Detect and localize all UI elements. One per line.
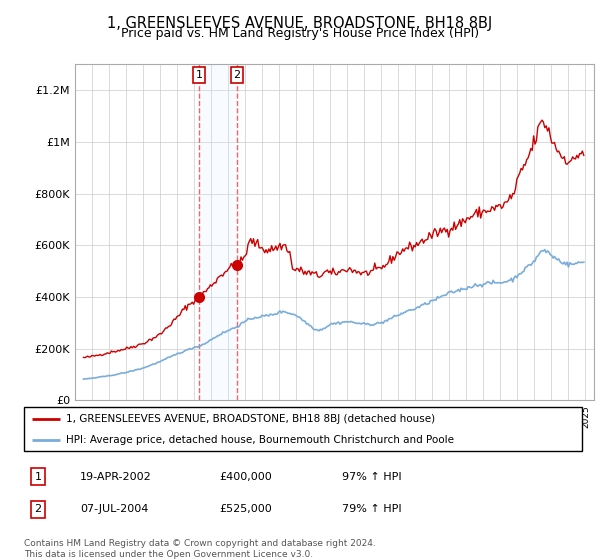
Text: 1: 1 (34, 472, 41, 482)
Text: 2: 2 (233, 70, 241, 80)
Text: Price paid vs. HM Land Registry's House Price Index (HPI): Price paid vs. HM Land Registry's House … (121, 27, 479, 40)
Text: £400,000: £400,000 (220, 472, 272, 482)
Text: HPI: Average price, detached house, Bournemouth Christchurch and Poole: HPI: Average price, detached house, Bour… (66, 435, 454, 445)
Text: 1, GREENSLEEVES AVENUE, BROADSTONE, BH18 8BJ: 1, GREENSLEEVES AVENUE, BROADSTONE, BH18… (107, 16, 493, 31)
Text: 1, GREENSLEEVES AVENUE, BROADSTONE, BH18 8BJ (detached house): 1, GREENSLEEVES AVENUE, BROADSTONE, BH18… (66, 414, 435, 424)
Text: 19-APR-2002: 19-APR-2002 (80, 472, 152, 482)
Text: 1: 1 (196, 70, 203, 80)
Bar (199, 64, 237, 400)
Text: 79% ↑ HPI: 79% ↑ HPI (342, 505, 401, 515)
Text: 2: 2 (34, 505, 41, 515)
Text: £525,000: £525,000 (220, 505, 272, 515)
Text: 97% ↑ HPI: 97% ↑ HPI (342, 472, 401, 482)
Text: Contains HM Land Registry data © Crown copyright and database right 2024.
This d: Contains HM Land Registry data © Crown c… (24, 539, 376, 559)
Text: 07-JUL-2004: 07-JUL-2004 (80, 505, 148, 515)
